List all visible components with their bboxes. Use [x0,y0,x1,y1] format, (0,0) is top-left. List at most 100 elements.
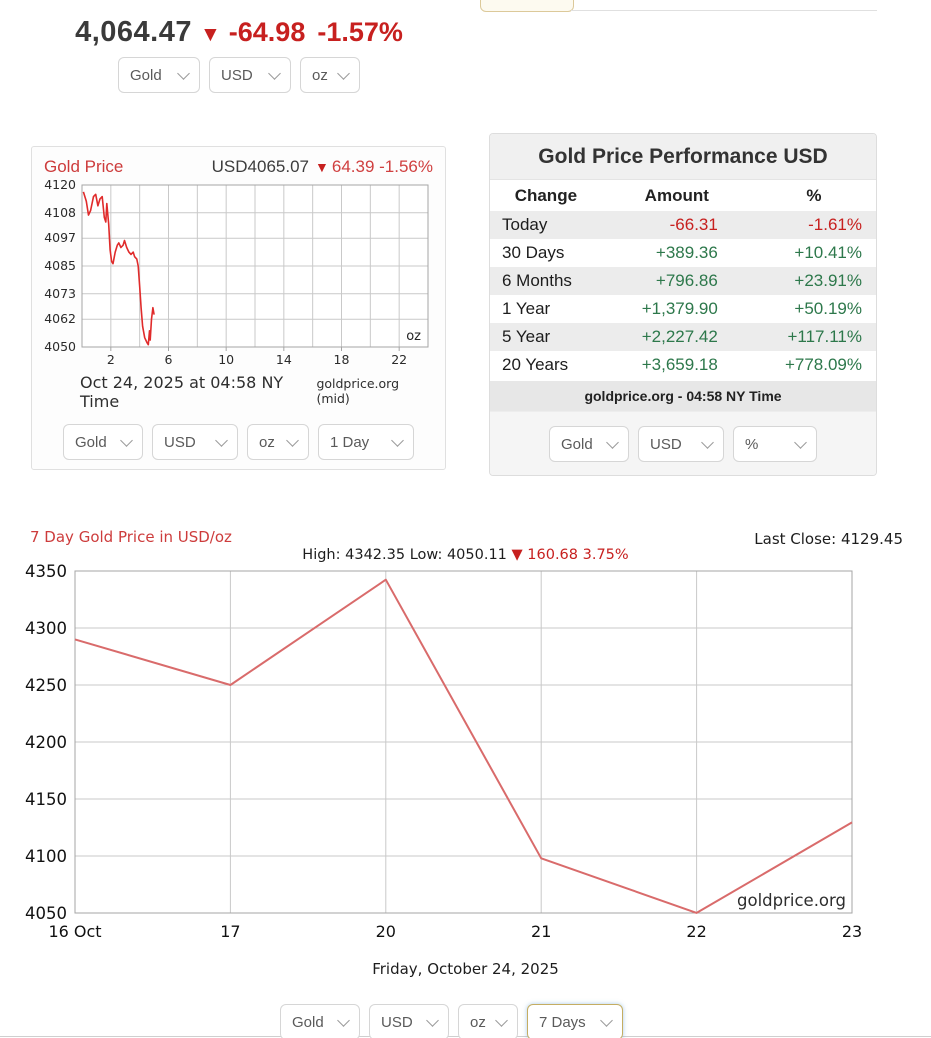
intraday-gold-chart: 4050 4062 4073 4085 4097 4108 4120 2 6 10 14 18 22 oz [32,177,445,371]
select-usd[interactable]: USD [369,1004,449,1038]
chevron-down-icon [606,435,619,449]
svg-text:4108: 4108 [44,205,76,220]
svg-text:4120: 4120 [44,179,76,192]
period-label: 20 Years [502,355,569,374]
select-value: USD [650,435,682,453]
select-value: oz [312,66,328,84]
intraday-chart-svg: 4050 4062 4073 4085 4097 4108 4120 2 6 10 14 18 22 oz [44,177,429,367]
mini-chart-selectors: Gold USD oz 1 Day [32,424,445,460]
performance-row-20-years: 20 Years +3,659.18 +778.09% [490,351,876,379]
performance-row-30-days: 30 Days +389.36 +10.41% [490,239,876,267]
performance-selectors: Gold USD% [490,411,876,475]
select-usd[interactable]: USD [152,424,238,460]
chevron-down-icon [701,435,714,449]
select-value: USD [164,433,196,451]
chevron-down-icon [286,433,299,447]
mini-chart-header: Gold Price USD4065.07 ▼ 64.39 -1.56% [32,147,445,177]
svg-text:4085: 4085 [44,258,76,273]
svg-text:4250: 4250 [25,676,67,695]
svg-text:4300: 4300 [25,619,67,638]
select-usd[interactable]: USD [209,57,291,93]
select-value: % [745,435,759,453]
svg-text:6: 6 [165,352,173,367]
period-label: 30 Days [502,243,565,262]
select-value: Gold [130,66,162,84]
period-label: 1 Year [502,299,551,318]
svg-text:4097: 4097 [44,230,76,245]
performance-card: Gold Price Performance USD Change Amount… [489,133,877,476]
svg-text:16 Oct: 16 Oct [48,922,101,941]
high-low-change: ▼ 160.68 3.75% [511,547,629,563]
select-value: USD [221,66,253,84]
svg-text:4100: 4100 [25,847,67,866]
select-gold[interactable]: Gold [63,424,143,460]
high-low-values: High: 4342.35 Low: 4050.11 [302,547,507,563]
mini-chart-caption: Oct 24, 2025 at 04:58 NY Time goldprice.… [32,371,445,411]
performance-footer: goldprice.org - 04:58 NY Time [490,381,876,411]
select-value: USD [381,1013,413,1031]
quote-change: 64.39 -1.56% [331,157,433,176]
price-change-percent: -1.57% [317,17,403,47]
mini-chart-quote: USD4065.07 ▼ 64.39 -1.56% [212,157,433,177]
chart-watermark: goldprice.org [737,891,846,910]
chevron-down-icon [337,66,350,80]
select-oz[interactable]: oz [300,57,360,93]
svg-text:22: 22 [391,352,407,367]
select-oz[interactable]: oz [458,1004,518,1038]
svg-text:4150: 4150 [25,790,67,809]
change-percent: +10.41% [794,243,862,262]
svg-text:4200: 4200 [25,733,67,752]
select-value: Gold [561,435,593,453]
gold-spot-price: 4,064.47 [75,16,192,48]
change-amount: +796.86 [655,271,718,290]
cutoff-dropdown-remnant [480,0,574,12]
svg-text:4062: 4062 [44,311,76,326]
select-value: Gold [292,1013,324,1031]
performance-row-1-year: 1 Year +1,379.90 +50.19% [490,295,876,323]
svg-text:17: 17 [220,922,240,941]
change-amount: +2,227.42 [641,327,718,346]
period-label: 5 Year [502,327,551,346]
seven-day-gold-chart: 4050 4100 4150 4200 4250 4300 4350 16 Oct 17 20 21… [20,558,931,950]
chart-date-caption: Friday, October 24, 2025 [372,960,559,978]
chart-source: goldprice.org (mid) [316,376,400,406]
seven-day-chart-selectors: Gold USD oz 7 Days [0,1004,903,1038]
select-oz[interactable]: oz [247,424,309,460]
select-gold[interactable]: Gold [118,57,200,93]
select-value: 1 Day [330,433,370,451]
svg-text:18: 18 [334,352,350,367]
seven-day-chart-title: 7 Day Gold Price in USD/oz [30,528,232,546]
select-1-day[interactable]: 1 Day [318,424,414,460]
chevron-down-icon [495,1013,508,1027]
select-usd[interactable]: USD [638,426,724,462]
section-divider-remnant [571,10,877,11]
chevron-down-icon [215,433,228,447]
svg-text:22: 22 [686,922,706,941]
chevron-down-icon [337,1013,350,1027]
svg-text:21: 21 [531,922,551,941]
select-gold[interactable]: Gold [549,426,629,462]
svg-text:4050: 4050 [44,339,76,354]
svg-text:4050: 4050 [25,904,67,923]
svg-text:4350: 4350 [25,562,67,581]
quote-currency-price: USD4065.07 [211,157,309,176]
performance-table: Change Amount % Today -66.31 -1.61% 30 Days… [490,180,876,379]
performance-row-5-year: 5 Year +2,227.42 +117.11% [490,323,876,351]
change-amount: +3,659.18 [641,355,718,374]
period-label: 6 Months [502,271,572,290]
chevron-down-icon [600,1013,613,1027]
chevron-down-icon [268,66,281,80]
performance-row-today: Today -66.31 -1.61% [490,211,876,239]
change-amount: +1,379.90 [641,299,718,318]
down-triangle-icon: ▼ [199,23,221,46]
select--[interactable]: % [733,426,817,462]
select-value: Gold [75,433,107,451]
change-percent: +117.11% [787,327,862,346]
select-gold[interactable]: Gold [280,1004,360,1038]
select-value: oz [259,433,275,451]
svg-text:23: 23 [842,922,862,941]
select-7-days[interactable]: 7 Days [527,1004,623,1038]
chart-unit-label: oz [406,329,421,344]
mini-chart-title: Gold Price [44,157,124,176]
